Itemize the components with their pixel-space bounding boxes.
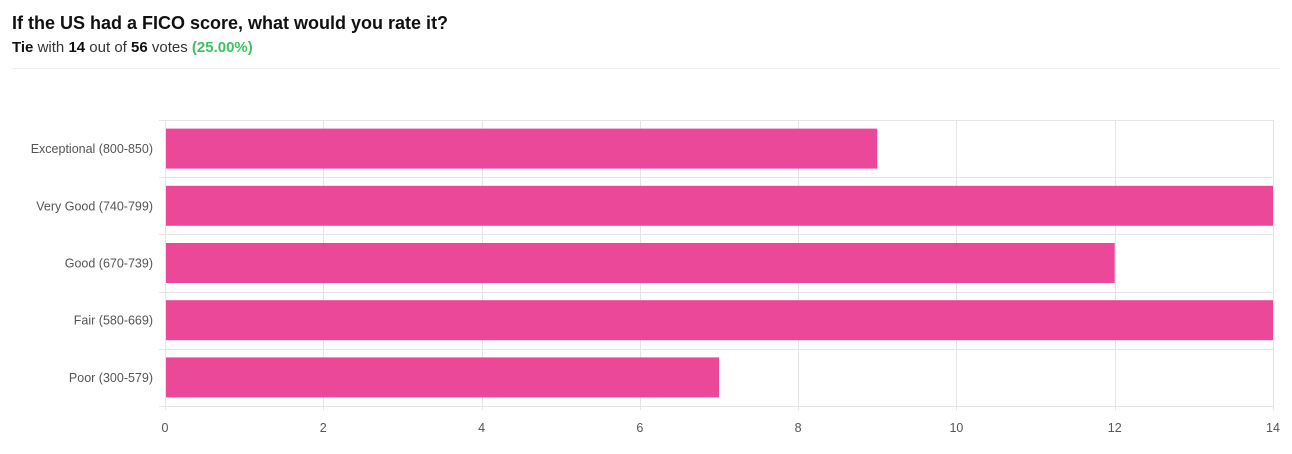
x-tick-labels: 0 2 4 6 8 10 12 14: [162, 421, 1280, 435]
category-label: Good (670-739): [65, 257, 153, 271]
bars: [166, 128, 1273, 398]
x-tick-label: 4: [478, 421, 485, 435]
bar-5: [166, 357, 719, 398]
poll-question: If the US had a FICO score, what would y…: [12, 13, 449, 33]
category-label: Exceptional (800-850): [31, 142, 153, 156]
x-tick-label: 8: [795, 421, 802, 435]
x-tick-label: 14: [1266, 421, 1280, 435]
category-label: Fair (580-669): [74, 314, 153, 328]
poll-header: If the US had a FICO score, what would y…: [12, 10, 1280, 60]
x-tick-label: 0: [162, 421, 169, 435]
category-label: Poor (300-579): [69, 371, 153, 385]
bar-4: [166, 300, 1273, 341]
bar-3: [166, 243, 1115, 283]
x-tick-label: 10: [949, 421, 963, 435]
bar-2: [166, 185, 1273, 226]
x-tick-label: 12: [1108, 421, 1122, 435]
x-tick-label: 6: [636, 421, 643, 435]
result-word: Tie: [12, 39, 34, 56]
poll-result-summary: Tie with 14 out of 56 votes (25.00%): [12, 36, 1280, 60]
category-labels: Exceptional (800-850) Very Good (740-799)…: [31, 142, 153, 385]
with-text: with: [37, 39, 65, 56]
votes-word: votes: [151, 39, 188, 56]
header-divider: [12, 68, 1280, 69]
total-vote-count: 56: [131, 39, 148, 56]
bar-1: [166, 128, 878, 169]
top-vote-count: 14: [68, 39, 86, 56]
out-of-text: out of: [89, 39, 127, 56]
category-label: Very Good (740-799): [36, 199, 153, 213]
x-tick-label: 2: [320, 421, 327, 435]
top-vote-percent: (25.00%): [191, 39, 253, 56]
